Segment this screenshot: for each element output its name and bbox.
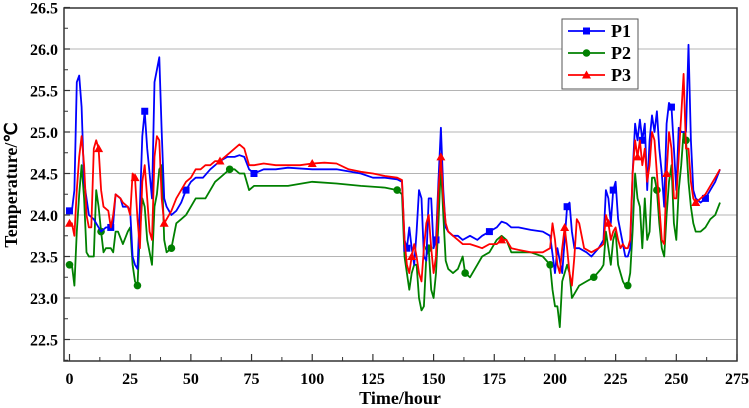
triangle-marker: [65, 218, 74, 227]
square-marker: [141, 107, 149, 115]
y-tick-label: 25.0: [30, 125, 58, 142]
circle-marker: [653, 186, 661, 194]
triangle-marker: [159, 218, 169, 227]
legend-label-p3: P3: [611, 65, 631, 85]
legend-label-p2: P2: [611, 43, 631, 63]
square-marker: [66, 207, 73, 215]
square-marker: [609, 186, 617, 194]
y-tick-label: 26.0: [30, 42, 58, 59]
triangle-marker: [691, 198, 701, 207]
triangle-marker: [130, 173, 140, 182]
plot-frame: [63, 7, 738, 362]
square-marker: [485, 228, 493, 236]
y-axis-title: Temperature/℃: [1, 122, 21, 247]
x-tick-label: 250: [664, 371, 688, 388]
y-tick-label: 23.5: [30, 250, 58, 267]
x-tick-label: 0: [66, 371, 74, 388]
circle-marker: [461, 269, 469, 277]
x-tick-label: 225: [604, 371, 628, 388]
x-tick-label: 100: [300, 371, 324, 388]
y-axis: 22.5 23.0 23.5 24.0 24.5 25.0 25.5 26.0 26.5: [30, 1, 70, 361]
triangle-marker: [632, 152, 642, 161]
circle-marker: [167, 244, 176, 252]
series-lines: [65, 43, 721, 329]
x-tick-label: 275: [725, 371, 749, 388]
square-marker: [182, 186, 190, 194]
triangle-marker: [407, 252, 417, 260]
triangle-marker: [94, 144, 104, 153]
triangle-marker: [603, 218, 613, 227]
circle-marker: [133, 281, 142, 290]
square-marker: [667, 103, 675, 111]
circle-marker: [65, 261, 74, 269]
x-axis-title: Time/hour: [359, 388, 441, 408]
circle-marker: [393, 186, 401, 194]
y-tick-label: 23.0: [30, 291, 58, 308]
series-line: [69, 73, 721, 287]
x-tick-label: 75: [244, 371, 260, 388]
circle-marker: [582, 49, 591, 57]
triangle-marker: [436, 152, 446, 161]
y-tick-label: 26.5: [30, 1, 58, 18]
triangle-marker: [560, 222, 570, 231]
square-marker: [403, 244, 411, 252]
x-tick-label: 175: [482, 371, 506, 388]
square-marker: [250, 170, 258, 177]
triangle-marker: [582, 70, 591, 79]
triangle-marker: [662, 169, 672, 177]
circle-marker: [225, 165, 234, 174]
square-marker: [583, 27, 590, 35]
square-marker: [701, 194, 709, 202]
x-tick-label: 125: [361, 371, 385, 388]
y-tick-label: 24.5: [30, 167, 58, 184]
square-marker: [638, 136, 646, 144]
x-tick-label: 150: [422, 371, 446, 388]
y-tick-label: 22.5: [30, 333, 58, 350]
square-marker: [563, 203, 571, 211]
legend-label-p1: P1: [611, 21, 631, 41]
triangle-marker: [307, 159, 317, 168]
circle-marker: [589, 273, 598, 282]
triangle-marker: [497, 235, 507, 244]
gridlines: [64, 48, 737, 340]
y-tick-label: 25.5: [30, 84, 58, 101]
series-p3: [65, 73, 721, 287]
triangle-marker: [215, 156, 225, 165]
x-tick-label: 50: [183, 371, 199, 388]
circle-marker: [546, 261, 554, 269]
x-tick-label: 25: [122, 371, 138, 388]
circle-marker: [623, 281, 632, 290]
y-tick-label: 24.0: [30, 208, 58, 225]
x-tick-label: 200: [543, 371, 567, 388]
x-axis: 0 25 50 75 100 125 150 175 200 225 250 275: [66, 354, 749, 388]
